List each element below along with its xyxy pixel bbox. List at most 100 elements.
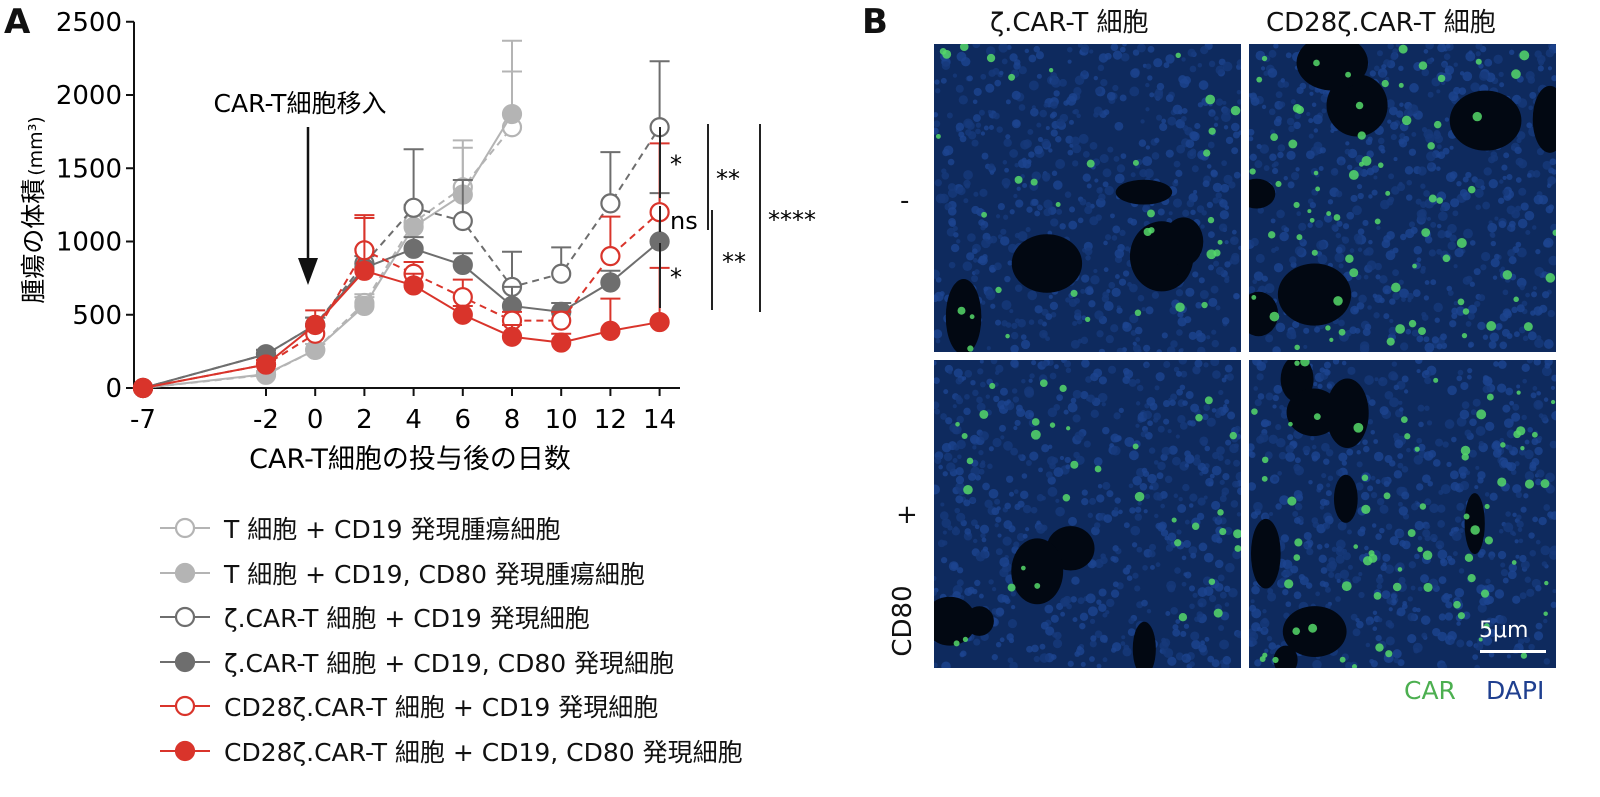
nucleus [1022, 182, 1028, 188]
nucleus [1283, 175, 1288, 181]
nucleus [1208, 264, 1214, 271]
nucleus [1472, 654, 1479, 661]
x-tick-label: 8 [504, 405, 521, 435]
nucleus [1228, 181, 1236, 189]
nucleus [1066, 603, 1072, 610]
nucleus [1358, 572, 1363, 577]
nucleus [1499, 82, 1505, 88]
nucleus [1110, 324, 1119, 333]
row-label-plus: + [896, 500, 918, 530]
nucleus [1516, 131, 1526, 140]
nucleus [1290, 99, 1296, 105]
nucleus [982, 254, 988, 260]
nucleus [1143, 410, 1153, 420]
nucleus [941, 171, 950, 180]
nucleus [1428, 249, 1436, 257]
nucleus [1167, 429, 1172, 434]
nucleus [1432, 627, 1441, 637]
nucleus [1175, 370, 1182, 377]
nucleus [956, 415, 964, 424]
nucleus [1550, 223, 1556, 232]
nucleus [1175, 619, 1181, 624]
nucleus [1233, 459, 1241, 467]
nucleus [1211, 659, 1220, 668]
nucleus [1200, 45, 1209, 55]
nucleus [1249, 482, 1257, 491]
nucleus [1182, 209, 1190, 217]
nucleus [1426, 420, 1433, 426]
nucleus [1389, 397, 1400, 408]
nucleus [964, 369, 973, 378]
nucleus [1502, 577, 1509, 584]
nucleus [1166, 580, 1177, 591]
nucleus [1294, 465, 1304, 476]
car-positive-cell [1519, 50, 1530, 61]
nucleus [959, 135, 967, 143]
nucleus [1538, 59, 1545, 66]
nucleus [1324, 586, 1331, 593]
nucleus [1413, 246, 1423, 255]
nucleus [1290, 565, 1299, 574]
nucleus [1079, 198, 1087, 206]
car-positive-cell [1357, 131, 1366, 140]
nucleus [1519, 554, 1527, 563]
nucleus [934, 112, 939, 118]
nucleus [1023, 139, 1032, 148]
car-positive-cell [1464, 553, 1474, 563]
car-positive-cell [1020, 565, 1026, 571]
nucleus [1495, 322, 1503, 330]
nucleus [1090, 372, 1099, 382]
nucleus [1534, 338, 1544, 349]
nucleus [1293, 517, 1301, 524]
nucleus [1114, 173, 1125, 184]
nucleus [1420, 265, 1426, 271]
car-positive-cell [1288, 421, 1293, 427]
nucleus [1194, 616, 1200, 623]
nucleus [1450, 198, 1460, 208]
data-point [600, 193, 621, 214]
car-positive-cell [1457, 298, 1465, 306]
nucleus [1478, 294, 1486, 302]
nucleus [1081, 360, 1090, 368]
nucleus [1306, 548, 1314, 556]
nucleus [1423, 190, 1430, 197]
nucleus [1189, 131, 1199, 140]
nucleus [1157, 425, 1165, 433]
nucleus [1068, 220, 1078, 230]
nucleus [1436, 166, 1441, 171]
nucleus [1507, 445, 1513, 451]
nucleus [1479, 597, 1488, 606]
nucleus [1477, 603, 1487, 613]
nucleus [1012, 396, 1020, 403]
nucleus [1418, 421, 1424, 428]
nucleus [1019, 490, 1029, 500]
nucleus [1355, 618, 1360, 623]
nucleus [1496, 383, 1507, 393]
nucleus [953, 444, 960, 451]
nucleus [1449, 234, 1457, 242]
nucleus [1132, 49, 1140, 56]
void-region [1011, 234, 1083, 293]
nucleus [1192, 365, 1201, 375]
nucleus [1043, 208, 1052, 217]
nucleus [1179, 347, 1184, 352]
nucleus [1050, 311, 1057, 318]
nucleus [1420, 183, 1426, 189]
nucleus [1311, 451, 1321, 461]
nucleus [1369, 658, 1375, 664]
car-positive-cell [966, 457, 974, 465]
nucleus [1341, 236, 1346, 241]
nucleus [1077, 597, 1085, 605]
nucleus [1355, 237, 1363, 245]
nucleus [1132, 341, 1137, 346]
nucleus [1030, 107, 1039, 117]
nucleus [1360, 491, 1370, 501]
nucleus [1390, 593, 1397, 600]
nucleus [1093, 106, 1103, 116]
car-positive-cell [1217, 239, 1223, 245]
nucleus [1376, 225, 1381, 231]
nucleus [1508, 256, 1517, 265]
nucleus [1503, 522, 1514, 533]
nucleus [1120, 153, 1127, 159]
nucleus [1550, 385, 1556, 390]
